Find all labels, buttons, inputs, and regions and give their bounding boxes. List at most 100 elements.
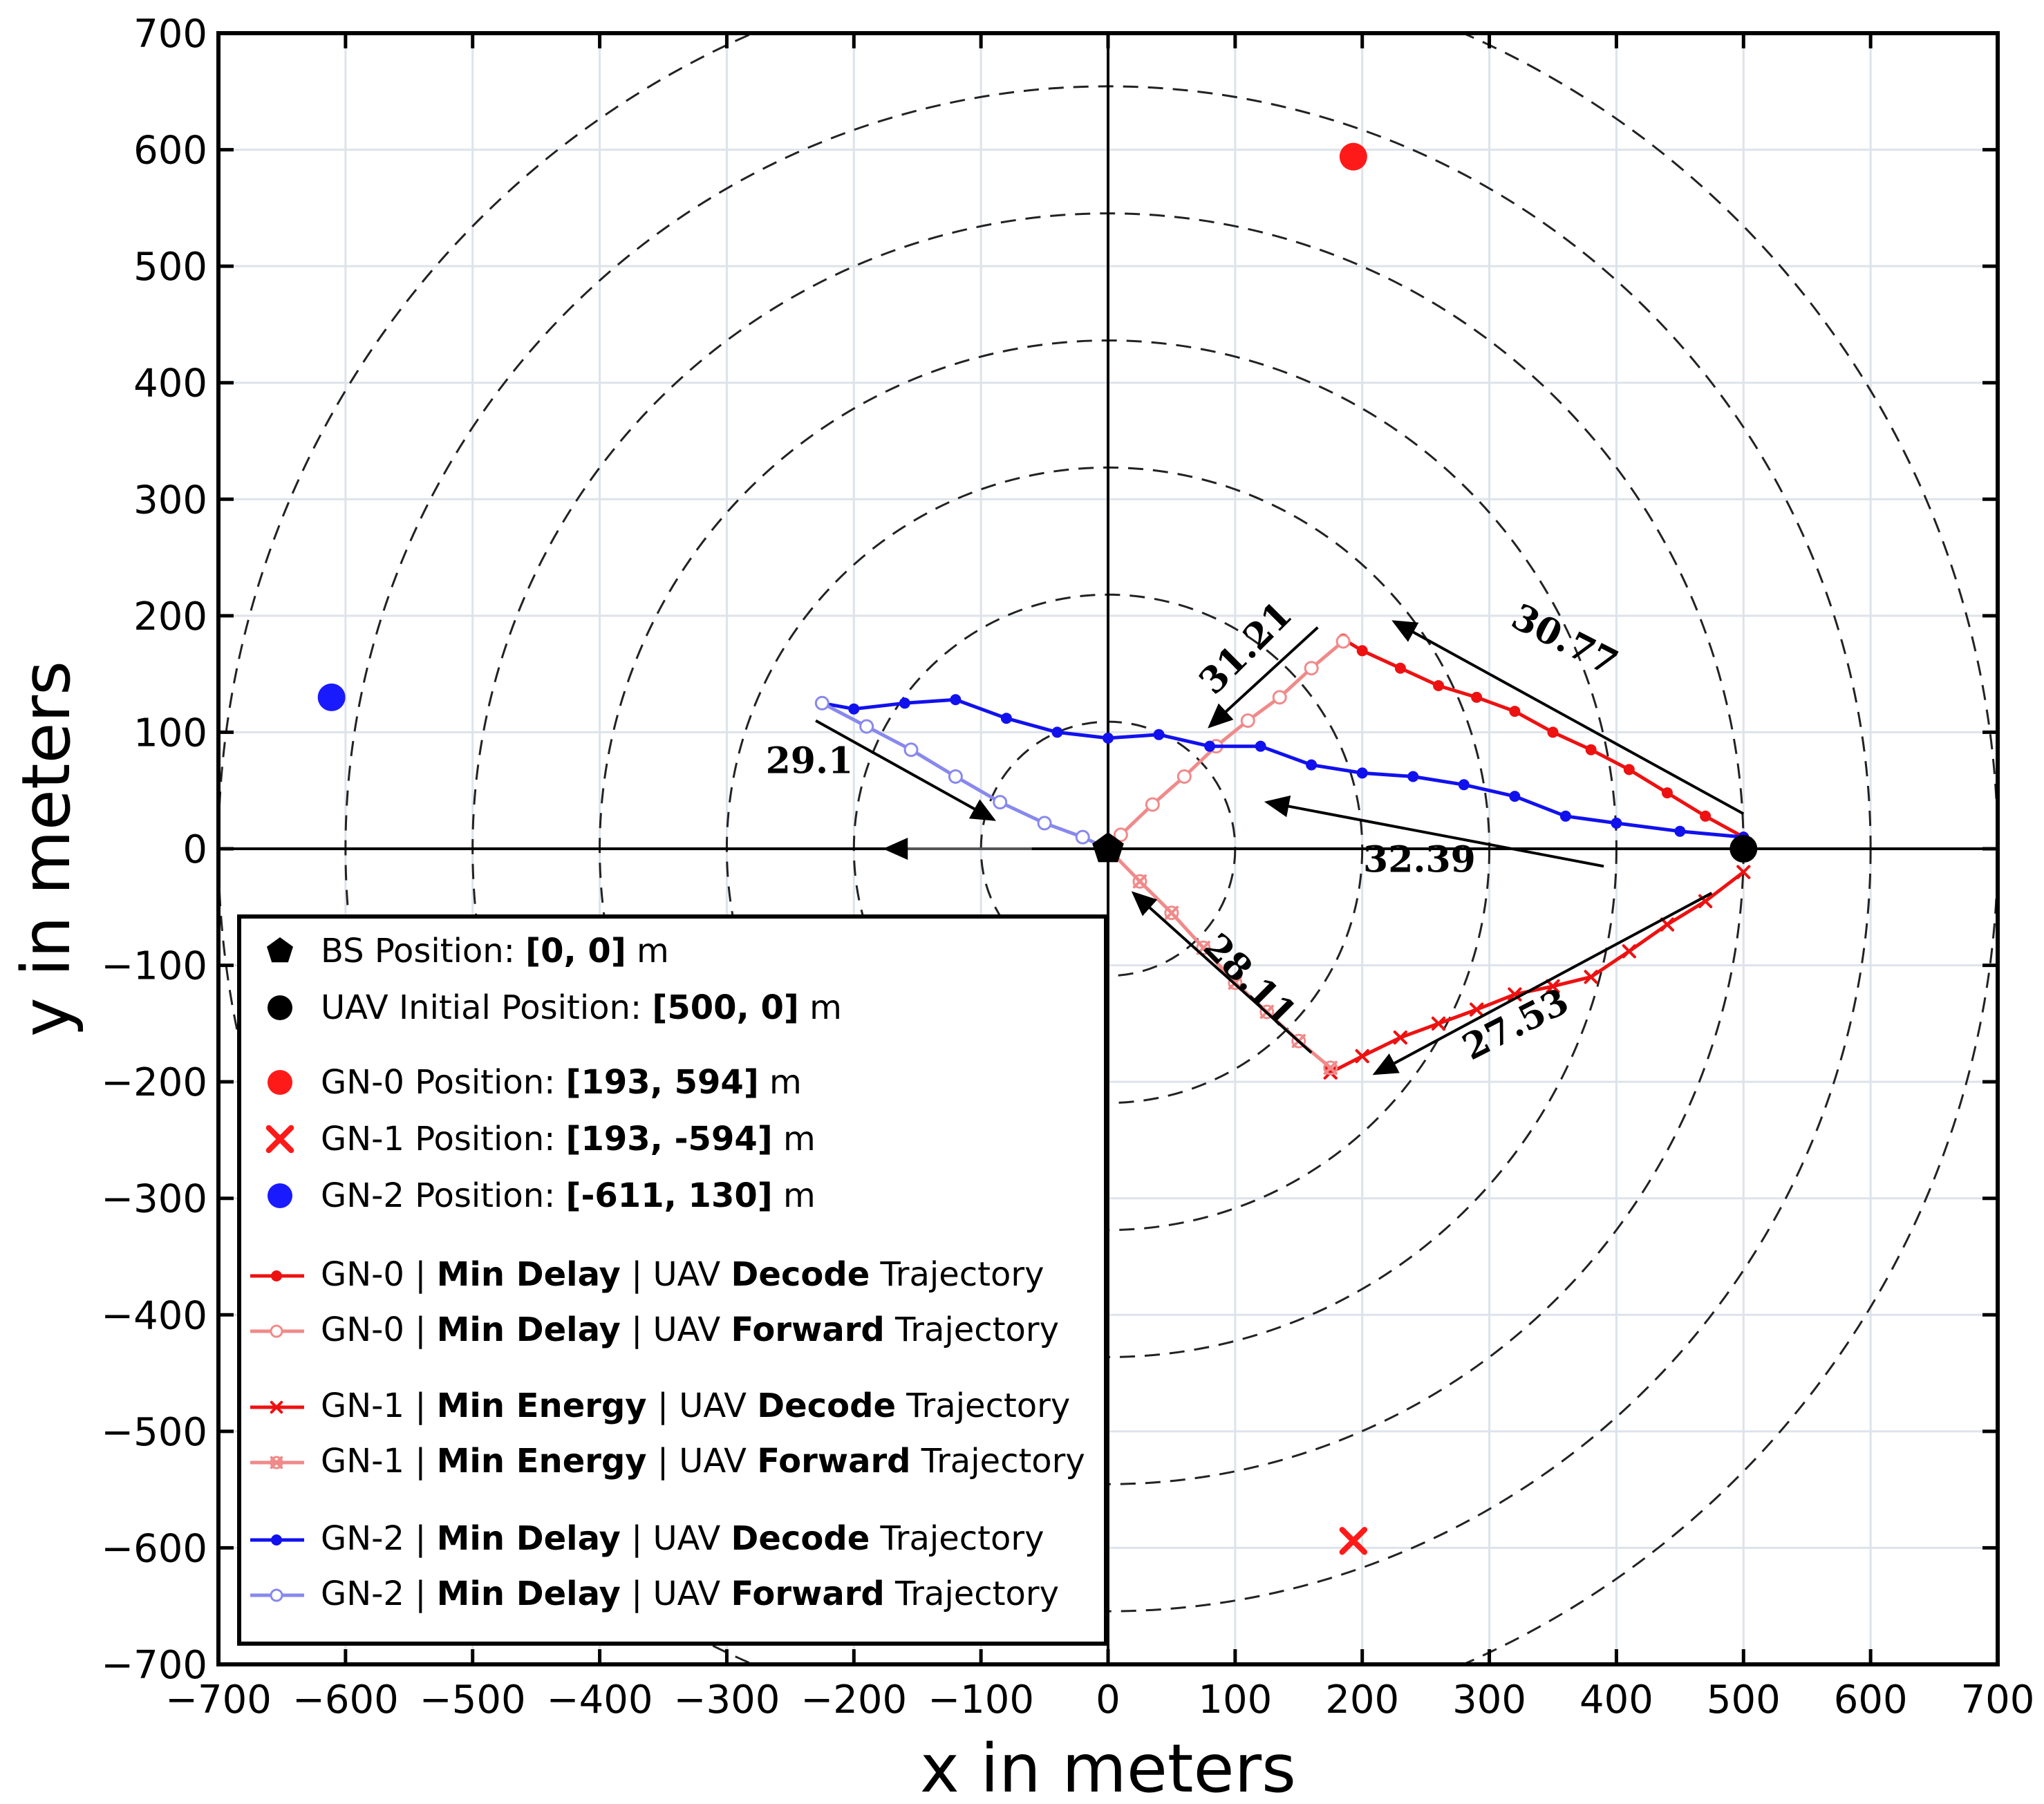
series-point bbox=[1103, 732, 1114, 744]
series-point bbox=[1700, 810, 1712, 822]
series-point bbox=[1584, 970, 1598, 984]
position-markers bbox=[317, 142, 1758, 1555]
legend-item-s0d: GN-0 | Min Delay | UAV Decode Trajectory bbox=[250, 1255, 1044, 1294]
legend-marker bbox=[268, 1183, 292, 1208]
series-point bbox=[1674, 825, 1686, 837]
series-point bbox=[903, 742, 919, 758]
series-point bbox=[1509, 791, 1521, 802]
legend-label: BS Position: [0, 0] m bbox=[321, 932, 669, 970]
x-tick-label: −600 bbox=[292, 1678, 399, 1722]
legend-label: GN-2 | Min Delay | UAV Forward Trajector… bbox=[321, 1575, 1059, 1613]
legend-marker bbox=[270, 1324, 283, 1338]
legend-item-gn1: GN-1 Position: [193, -594] m bbox=[265, 1120, 816, 1158]
y-tick-label: −200 bbox=[101, 1060, 207, 1105]
series-point bbox=[1323, 1065, 1338, 1080]
legend-label: GN-1 | Min Energy | UAV Forward Trajecto… bbox=[321, 1442, 1085, 1481]
legend-label: GN-2 | Min Delay | UAV Decode Trajectory bbox=[321, 1519, 1044, 1558]
legend-item-s2d: GN-2 | Min Delay | UAV Decode Trajectory bbox=[250, 1519, 1044, 1558]
legend-marker bbox=[270, 1456, 283, 1469]
series-point bbox=[1355, 1049, 1369, 1064]
legend-item-bs: BS Position: [0, 0] m bbox=[267, 932, 669, 970]
series-point bbox=[1407, 771, 1419, 782]
legend-marker bbox=[267, 937, 293, 963]
legend-marker bbox=[270, 1400, 283, 1414]
series-point bbox=[1458, 779, 1470, 791]
x-tick-label: −500 bbox=[420, 1678, 526, 1722]
series-point bbox=[1204, 740, 1216, 752]
legend-item-s1f: GN-1 | Min Energy | UAV Forward Trajecto… bbox=[250, 1442, 1085, 1481]
y-tick-label: 200 bbox=[133, 594, 207, 639]
series-point bbox=[1660, 917, 1675, 932]
y-tick-label: 0 bbox=[182, 827, 207, 872]
series-point bbox=[1736, 865, 1751, 879]
x-tick-label: 100 bbox=[1198, 1678, 1272, 1722]
series-point bbox=[1393, 1030, 1407, 1045]
legend-label: UAV Initial Position: [500, 0] m bbox=[321, 988, 842, 1027]
distance-arrow bbox=[1372, 892, 1713, 1075]
y-tick-label: 300 bbox=[133, 478, 207, 523]
series-point bbox=[1611, 817, 1622, 829]
y-tick-label: 700 bbox=[133, 12, 207, 57]
series-point bbox=[1356, 645, 1368, 657]
series-line bbox=[1329, 870, 1745, 1074]
series-point bbox=[1394, 662, 1406, 674]
series-point bbox=[1132, 874, 1147, 889]
series-point bbox=[1547, 726, 1559, 738]
legend-label: GN-1 Position: [193, -594] m bbox=[321, 1120, 816, 1158]
series-point bbox=[993, 795, 1008, 810]
series-point bbox=[1000, 713, 1012, 724]
x-tick-label: −300 bbox=[674, 1678, 780, 1722]
arrow-label: 32.39 bbox=[1363, 839, 1476, 881]
y-tick-label: 400 bbox=[133, 361, 207, 406]
x-tick-label: 700 bbox=[1961, 1678, 2035, 1722]
y-axis-title: y in meters bbox=[8, 661, 85, 1037]
series-point bbox=[1509, 706, 1521, 717]
legend-item-uav: UAV Initial Position: [500, 0] m bbox=[268, 988, 842, 1027]
x-tick-label: 600 bbox=[1834, 1678, 1908, 1722]
series-point bbox=[1622, 944, 1636, 959]
legend-marker bbox=[268, 1070, 292, 1095]
legend-marker bbox=[271, 1534, 282, 1545]
x-tick-label: −400 bbox=[547, 1678, 653, 1722]
distance-arrow bbox=[1264, 795, 1604, 868]
series-point bbox=[1335, 634, 1351, 649]
legend-box bbox=[237, 914, 1108, 1646]
series-point bbox=[1585, 744, 1597, 755]
series-point bbox=[1075, 829, 1090, 845]
legend-label: GN-1 | Min Energy | UAV Decode Trajector… bbox=[321, 1387, 1070, 1425]
y-tick-label: −300 bbox=[101, 1177, 207, 1222]
legend-label: GN-0 Position: [193, 594] m bbox=[321, 1063, 802, 1102]
series-point bbox=[848, 703, 860, 715]
series-point bbox=[1356, 767, 1368, 779]
legend-marker bbox=[265, 1125, 294, 1154]
legend-label: GN-0 | Min Delay | UAV Decode Trajectory bbox=[321, 1255, 1044, 1294]
series-point bbox=[1037, 816, 1052, 831]
series-point bbox=[1306, 759, 1318, 771]
gn-2-marker bbox=[317, 683, 346, 711]
series-point bbox=[1431, 1016, 1446, 1031]
distance-arrow bbox=[1131, 891, 1313, 1054]
legend-marker bbox=[271, 1270, 282, 1281]
series-point bbox=[950, 694, 962, 706]
series-point bbox=[1433, 680, 1445, 691]
x-tick-label: 300 bbox=[1452, 1678, 1526, 1722]
x-tick-label: −200 bbox=[800, 1678, 907, 1722]
gn-1-marker bbox=[1339, 1527, 1368, 1555]
trajectory-series bbox=[814, 633, 1751, 1080]
x-tick-label: −700 bbox=[165, 1678, 272, 1722]
legend-item-gn0: GN-0 Position: [193, 594] m bbox=[268, 1063, 802, 1102]
series-point bbox=[1153, 729, 1165, 740]
legend-item-s1d: GN-1 | Min Energy | UAV Decode Trajector… bbox=[250, 1387, 1070, 1425]
legend-item-s0f: GN-0 | Min Delay | UAV Forward Trajector… bbox=[250, 1310, 1059, 1349]
series-point bbox=[859, 719, 874, 734]
series-point bbox=[1471, 691, 1483, 703]
series-point bbox=[1323, 1060, 1338, 1075]
axis-ticks: −700 −600 −500 −400 −300 −200 −100 0 100 200 300 40… bbox=[101, 12, 2034, 1722]
series-point bbox=[1623, 764, 1635, 776]
series-point bbox=[814, 695, 829, 711]
legend-label: GN-0 | Min Delay | UAV Forward Trajector… bbox=[321, 1310, 1059, 1349]
y-tick-label: −600 bbox=[101, 1526, 207, 1571]
x-tick-label: −100 bbox=[928, 1678, 1034, 1722]
uav-initial-marker bbox=[1729, 835, 1758, 863]
x-axis-title: x in meters bbox=[920, 1730, 1296, 1804]
